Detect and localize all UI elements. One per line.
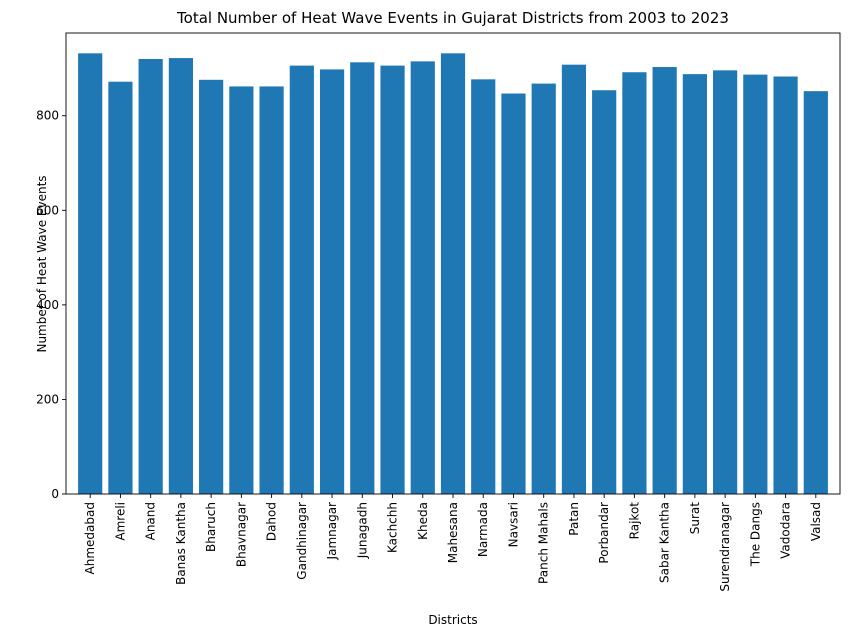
x-tick-label: Anand <box>144 502 158 540</box>
bar-anand <box>138 59 163 494</box>
x-tick-label: Jamnagar <box>325 502 339 561</box>
x-tick-label: Porbandar <box>597 502 611 564</box>
x-tick-label: Patan <box>567 502 581 536</box>
y-tick-label: 600 <box>36 203 59 217</box>
bar-valsad <box>803 91 828 494</box>
x-tick-label: Sabar Kantha <box>658 502 672 583</box>
y-tick-label: 400 <box>36 298 59 312</box>
x-tick-label: Kheda <box>416 502 430 540</box>
bar-the-dangs <box>743 74 768 495</box>
bar-banas-kantha <box>168 58 193 495</box>
bar-surat <box>682 74 707 494</box>
bar-navsari <box>501 93 526 495</box>
plot-area: 0 200 400 600 800 Ahmedabad Amreli Anand Banas K… <box>36 32 841 592</box>
bar-narmada <box>471 79 496 494</box>
x-tick-label: Surendranagar <box>718 502 732 592</box>
bar-sabar-kantha <box>652 67 677 494</box>
x-tick-label: Ahmedabad <box>83 502 97 574</box>
bar-amreli <box>108 81 133 494</box>
x-tick-label: Gandhinagar <box>295 502 309 580</box>
x-tick-label: Mahesana <box>446 502 460 563</box>
x-tick-label: The Dangs <box>748 502 762 567</box>
x-tick-label: Panch Mahals <box>537 502 551 584</box>
bar-panch-mahals <box>531 83 556 494</box>
x-tick-label: Amreli <box>113 502 127 541</box>
x-tick-label: Bharuch <box>204 502 218 552</box>
x-tick-label: Navsari <box>506 502 520 547</box>
x-tick-label: Vadodara <box>779 502 793 559</box>
bar-junagadh <box>350 62 375 495</box>
x-tick-label: Surat <box>688 502 702 535</box>
bar-patan <box>561 64 587 495</box>
bar-surendranagar <box>713 70 738 494</box>
x-tick-label: Rajkot <box>627 502 641 540</box>
chart-title: Total Number of Heat Wave Events in Guja… <box>176 9 729 27</box>
bar-bhavnagar <box>229 86 254 495</box>
bar-jamnagar <box>319 69 345 494</box>
y-tick-label: 200 <box>36 392 59 406</box>
x-tick-label: Kachchh <box>386 502 400 553</box>
bar-mahesana <box>440 53 466 494</box>
bar-kachchh <box>380 65 405 495</box>
x-tick-label: Junagadh <box>355 502 369 559</box>
bar-vadodara <box>773 76 798 494</box>
bar-porbandar <box>592 90 617 495</box>
bar-dahod <box>259 86 284 495</box>
x-tick-label: Narmada <box>476 502 490 557</box>
bar-kheda <box>410 61 435 495</box>
y-axis-label: Number of Heat Wave Events <box>35 175 49 352</box>
x-axis-label: Districts <box>428 613 477 627</box>
y-tick-label: 800 <box>36 109 59 123</box>
bar-rajkot <box>622 72 647 495</box>
x-tick-label: Banas Kantha <box>174 502 188 585</box>
x-tick-label: Bhavnagar <box>234 502 248 567</box>
y-tick-label: 0 <box>51 487 59 501</box>
x-tick-label: Dahod <box>265 502 279 541</box>
bar-ahmedabad <box>78 53 103 494</box>
bar-gandhinagar <box>289 65 314 495</box>
bar-bharuch <box>199 79 224 494</box>
x-tick-label: Valsad <box>809 502 823 541</box>
